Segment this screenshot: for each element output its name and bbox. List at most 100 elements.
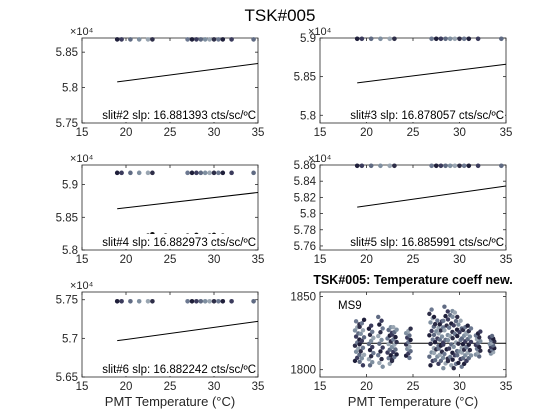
data-point <box>394 339 399 345</box>
y-tick-label: 5.65 <box>56 372 78 384</box>
y-exponent-label: ×10⁴ <box>308 26 332 38</box>
data-point <box>358 349 363 354</box>
data-point <box>457 36 462 42</box>
data-point <box>394 327 399 332</box>
data-point <box>361 317 367 323</box>
y-tick-label: 5.78 <box>294 225 316 237</box>
data-point <box>370 344 375 350</box>
data-point <box>431 350 437 356</box>
data-point <box>392 36 397 42</box>
data-point <box>499 36 504 42</box>
data-point <box>216 298 221 304</box>
fit-line <box>117 191 259 210</box>
y-tick-label: 5.8 <box>300 209 316 221</box>
data-point <box>407 344 412 349</box>
data-point <box>443 163 448 169</box>
data-point <box>376 314 381 320</box>
data-point <box>429 328 434 334</box>
data-point <box>377 360 382 366</box>
panel-slit2: 15 20 25 30 35 5.75 5.8 5.85 ×10⁴ slit#2 slp: 16.… <box>56 26 265 139</box>
data-point <box>429 36 434 42</box>
data-point <box>379 318 384 323</box>
y-tick-label: 5.8 <box>62 245 78 257</box>
x-tick-label: 20 <box>120 254 133 266</box>
data-point <box>371 335 376 341</box>
y-exponent-label: ×10⁴ <box>70 153 94 165</box>
data-point <box>359 163 365 169</box>
y-tick-label: 1850 <box>290 291 316 303</box>
data-point <box>445 309 450 314</box>
data-point <box>439 334 445 339</box>
fit-line <box>117 320 259 342</box>
data-point <box>428 320 433 325</box>
data-point <box>499 163 504 169</box>
panel-slit3: 15 20 25 30 35 5.8 5.85 5.9×10⁴ slit#3 slp: 16.8… <box>294 26 513 139</box>
data-point <box>189 298 195 304</box>
data-point <box>393 334 398 340</box>
data-point <box>433 163 439 169</box>
data-point <box>467 347 473 353</box>
data-point <box>119 170 124 176</box>
data-point <box>367 332 373 338</box>
data-point <box>368 36 374 42</box>
y-tick-label: 5.75 <box>56 295 78 307</box>
data-point <box>194 37 199 42</box>
x-tick-label: 20 <box>360 381 373 393</box>
data-point <box>437 337 442 342</box>
data-point <box>427 311 432 317</box>
data-point <box>380 326 385 331</box>
data-point <box>128 170 133 176</box>
data-point <box>443 36 448 42</box>
data-point <box>220 170 226 176</box>
data-point <box>360 345 366 351</box>
data-point <box>359 36 365 42</box>
data-point <box>361 335 367 340</box>
data-point <box>119 37 124 42</box>
data-point <box>459 364 464 369</box>
data-point <box>450 357 455 362</box>
x-tick-label: 35 <box>500 381 513 393</box>
data-point <box>445 358 451 364</box>
data-point <box>251 298 256 304</box>
data-point <box>438 163 444 169</box>
data-point <box>370 329 375 334</box>
data-point <box>428 363 433 368</box>
data-point <box>447 163 453 169</box>
data-point <box>431 314 437 320</box>
panel-slit6: 15 20 25 30 35 5.65 5.7 5.75 ×10⁴ slit#6 slp: 16.… <box>56 280 265 409</box>
data-point <box>150 37 155 42</box>
y-tick-label: 1800 <box>290 365 316 377</box>
data-point <box>378 36 383 42</box>
x-tick-label: 15 <box>314 254 327 266</box>
data-point <box>468 339 474 345</box>
data-point <box>451 323 456 328</box>
data-point <box>432 321 438 327</box>
x-tick-label: 15 <box>76 127 89 139</box>
panel-annotation: slit#6 slp: 16.882242 cts/sc/ºC <box>102 364 256 376</box>
data-point <box>467 334 473 339</box>
x-tick-label: 35 <box>252 254 265 266</box>
data-point <box>128 298 133 304</box>
data-point <box>478 348 483 353</box>
data-point <box>367 363 373 368</box>
data-point <box>438 328 444 333</box>
x-tick-label: 30 <box>208 127 221 139</box>
x-axis-label: PMT Temperature (°C) <box>348 394 478 409</box>
x-tick-label: 30 <box>453 254 466 266</box>
data-point <box>378 349 383 354</box>
data-point <box>377 322 382 327</box>
data-point <box>461 36 467 42</box>
data-point <box>207 170 212 176</box>
data-point <box>354 163 360 169</box>
data-point <box>458 318 463 323</box>
x-tick-label: 20 <box>360 127 373 139</box>
data-point <box>391 324 396 330</box>
x-tick-label: 35 <box>252 381 265 393</box>
data-point <box>441 318 446 324</box>
data-point <box>185 298 190 304</box>
data-point <box>408 337 413 343</box>
x-tick-label: 30 <box>453 381 466 393</box>
data-point <box>379 356 384 362</box>
data-point <box>150 170 155 176</box>
data-point <box>441 366 446 371</box>
